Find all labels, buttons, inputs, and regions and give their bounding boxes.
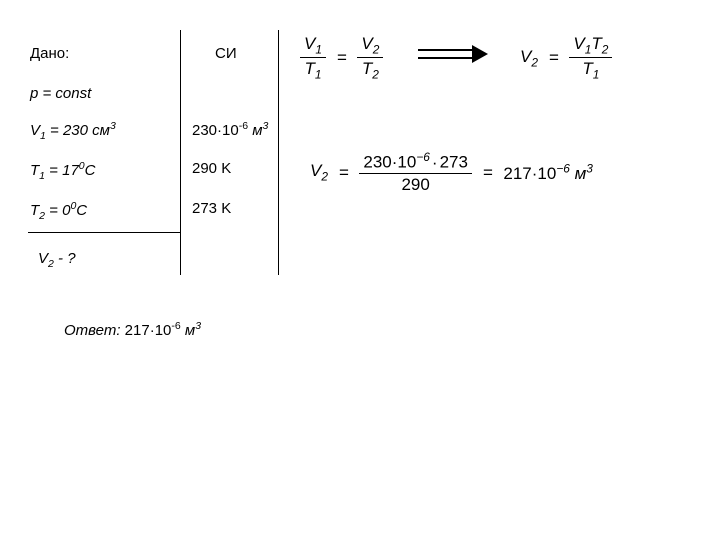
- given-p-const: p = const: [30, 85, 91, 102]
- find-v2: V2 - ?: [38, 250, 76, 270]
- divider-given-find: [28, 232, 180, 233]
- formula-v2: V2 = V1T2 T1: [520, 33, 612, 83]
- si-t2: 273 K: [192, 200, 231, 217]
- divider-si-solution: [278, 30, 279, 275]
- si-v1: 230·10-6 м3: [192, 120, 268, 139]
- given-v1: V1 = 230 см3: [30, 120, 116, 142]
- answer-line: Ответ: 217·10-6 м3: [64, 320, 201, 339]
- si-t1: 290 K: [192, 160, 231, 177]
- label-dano: Дано:: [30, 45, 69, 62]
- divider-given-si: [180, 30, 181, 275]
- given-t2: T2 = 00C: [30, 200, 87, 222]
- page-root: Дано: p = const V1 = 230 см3 T1 = 170C T…: [0, 0, 720, 540]
- formula-ratio: V1 T1 = V2 T2: [300, 33, 383, 83]
- label-si: СИ: [215, 45, 237, 62]
- given-t1: T1 = 170C: [30, 160, 95, 182]
- calculation-v2: V2 = 230·10−6·273 290 = 217·10−6 м3: [310, 150, 593, 195]
